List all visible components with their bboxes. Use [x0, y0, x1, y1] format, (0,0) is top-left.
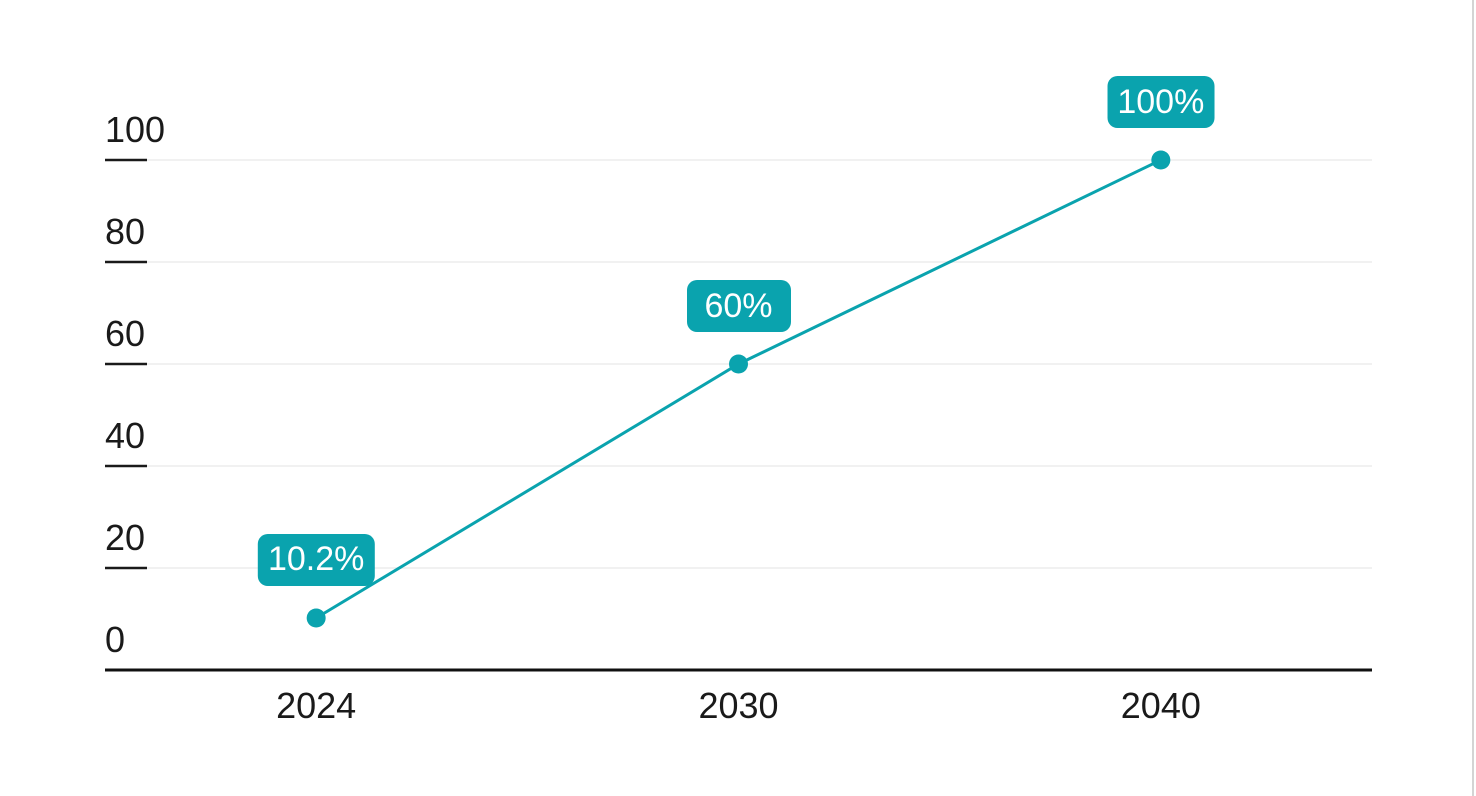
- data-point-marker: [306, 608, 326, 628]
- series-line: [315, 158, 1162, 620]
- window-edge-divider: [1472, 0, 1474, 796]
- data-point-marker: [729, 354, 748, 374]
- data-point-marker: [1151, 150, 1171, 170]
